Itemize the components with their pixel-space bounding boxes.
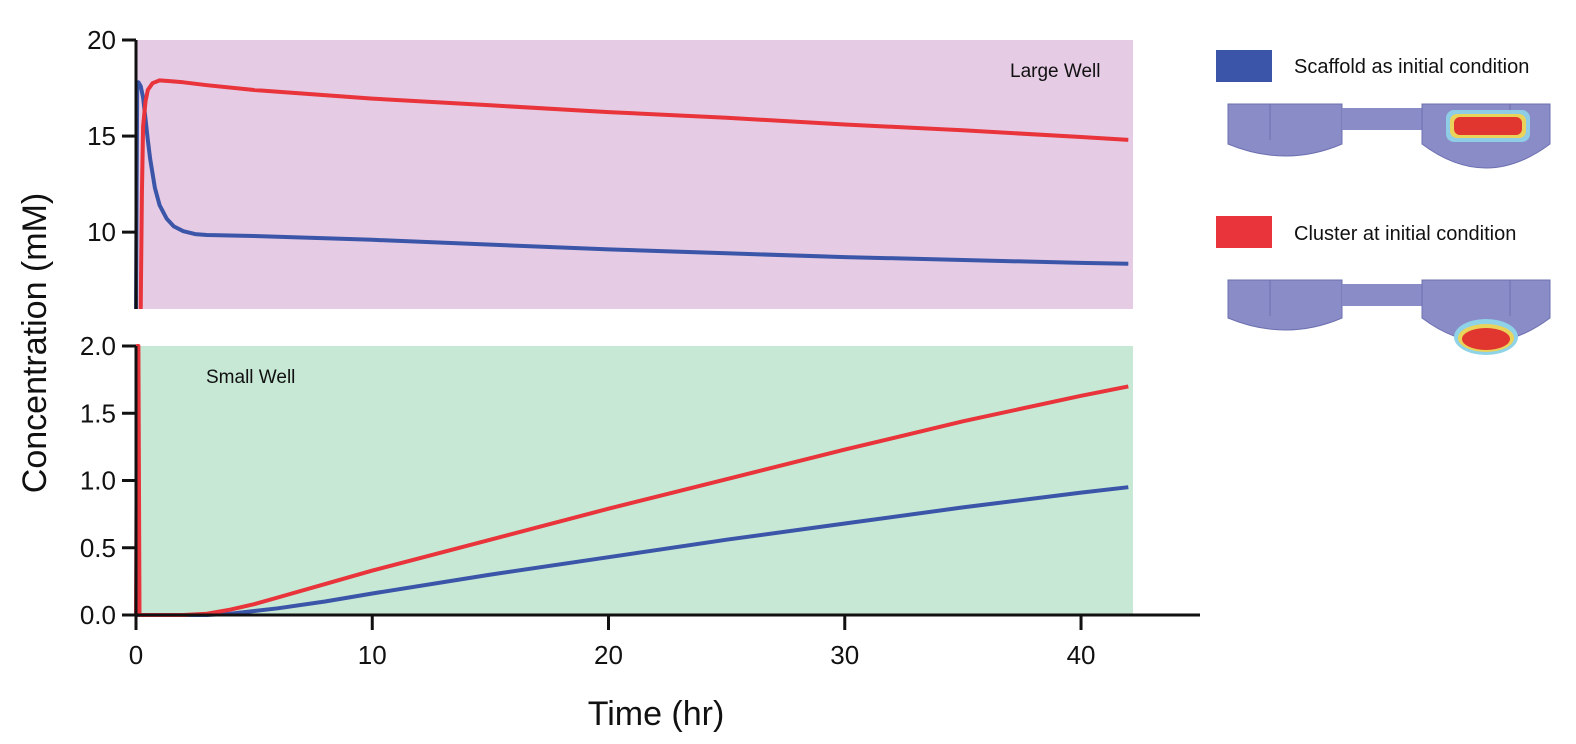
small-well-label: Small Well [206, 367, 295, 388]
large-well-y-ticks: 10 15 20 [87, 25, 136, 247]
large-well-y-tick-label: 20 [87, 25, 116, 55]
x-tick-label: 10 [358, 640, 387, 670]
x-ticks: 0 10 20 30 40 [129, 615, 1096, 670]
x-axis-title: Time (hr) [588, 695, 725, 733]
x-tick-label: 40 [1067, 640, 1096, 670]
large-well-label: Large Well [1010, 61, 1100, 82]
large-well-y-tick-label: 15 [87, 121, 116, 151]
x-tick-label: 0 [129, 640, 143, 670]
small-well-y-tick-label: 1.0 [80, 466, 116, 496]
large-well-panel: Large Well 10 15 20 [87, 25, 1133, 310]
large-well-background [136, 40, 1133, 309]
cluster-well-diagram [1227, 279, 1551, 355]
x-tick-label: 20 [594, 640, 623, 670]
legend-label-scaffold: Scaffold as initial condition [1294, 56, 1529, 78]
small-well-y-ticks: 0.0 0.5 1.0 1.5 2.0 [80, 331, 136, 630]
small-well-panel: Small Well 0.0 0.5 1.0 1.5 2.0 0 10 20 30 40 [80, 331, 1200, 670]
small-well-y-tick-label: 1.5 [80, 398, 116, 428]
y-axis-title: Concentration (mM) [16, 193, 54, 493]
x-tick-label: 30 [830, 640, 859, 670]
small-well-y-tick-label: 0.0 [80, 600, 116, 630]
legend-swatch-cluster [1216, 216, 1272, 248]
small-well-y-tick-label: 2.0 [80, 331, 116, 361]
small-well-y-tick-label: 0.5 [80, 533, 116, 563]
large-well-series-cluster-line [138, 78, 1129, 310]
legend-label-cluster: Cluster at initial condition [1294, 223, 1516, 245]
large-well-lines [134, 78, 1129, 310]
legend: Scaffold as initial condition Cluster at… [1216, 50, 1551, 355]
large-well-y-tick-label: 10 [87, 217, 116, 247]
scaffold-well-diagram [1227, 103, 1551, 169]
large-well-series-scaffold-line [134, 80, 1129, 310]
legend-swatch-scaffold [1216, 50, 1272, 82]
small-well-background [136, 346, 1133, 615]
